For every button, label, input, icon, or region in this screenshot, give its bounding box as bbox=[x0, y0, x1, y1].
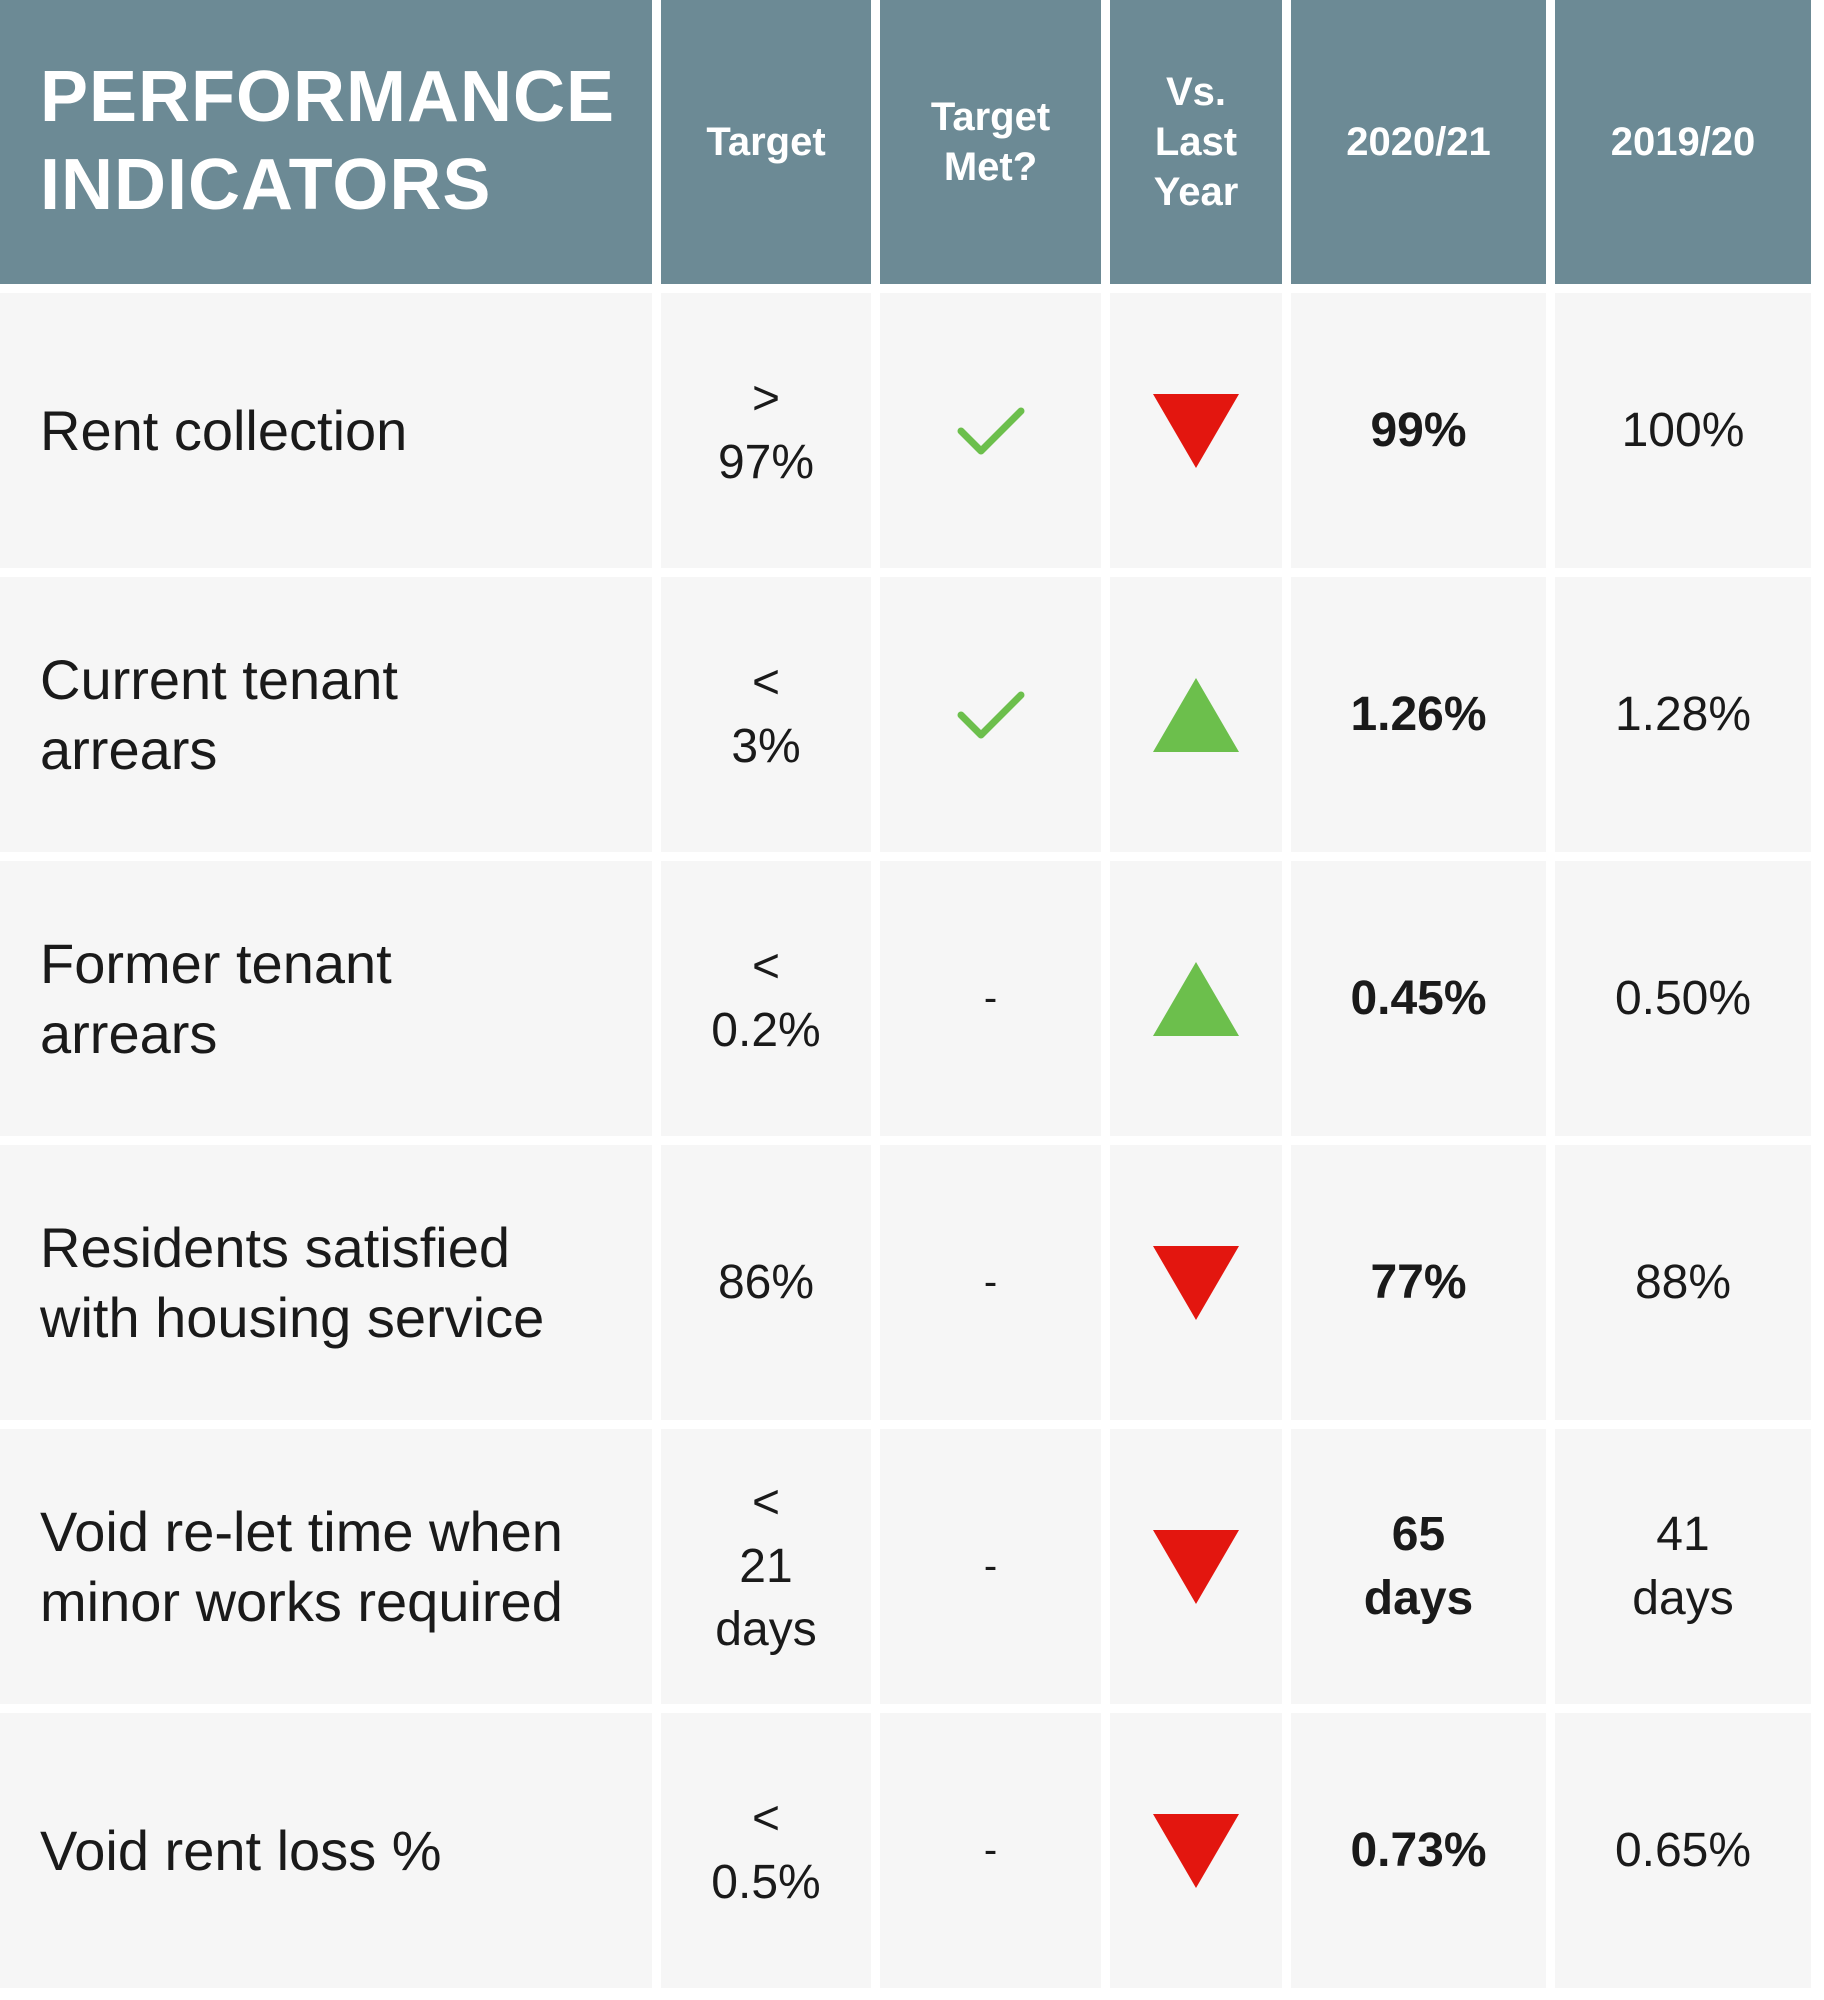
target-met-cell: - bbox=[880, 1713, 1101, 1988]
header-current-year: 2020/21 bbox=[1291, 0, 1546, 284]
current-year-value: 77% bbox=[1291, 1145, 1546, 1420]
down-triangle-icon bbox=[1153, 1813, 1239, 1888]
trend-cell bbox=[1110, 1145, 1282, 1420]
indicator-name: Void re-let time when minor works requir… bbox=[0, 1429, 652, 1704]
trend-cell bbox=[1110, 1429, 1282, 1704]
check-icon bbox=[957, 407, 1024, 454]
table-title: PERFORMANCE INDICATORS bbox=[0, 0, 652, 284]
indicator-name: Current tenant arrears bbox=[0, 577, 652, 852]
previous-year-value: 88% bbox=[1555, 1145, 1811, 1420]
header-vs-last-year: Vs. Last Year bbox=[1110, 0, 1282, 284]
current-year-value: 65 days bbox=[1291, 1429, 1546, 1704]
up-triangle-icon bbox=[1153, 677, 1239, 752]
target-met-cell: - bbox=[880, 1429, 1101, 1704]
down-triangle-icon bbox=[1153, 1245, 1239, 1320]
indicator-name: Former tenant arrears bbox=[0, 861, 652, 1136]
target-met-cell bbox=[880, 577, 1101, 852]
check-icon bbox=[957, 691, 1024, 738]
indicator-name: Void rent loss % bbox=[0, 1713, 652, 1988]
previous-year-value: 0.50% bbox=[1555, 861, 1811, 1136]
header-target-met: Target Met? bbox=[880, 0, 1101, 284]
target-met-cell bbox=[880, 293, 1101, 568]
current-year-value: 0.45% bbox=[1291, 861, 1546, 1136]
down-triangle-icon bbox=[1153, 393, 1239, 468]
target-value: > 97% bbox=[661, 293, 871, 568]
previous-year-value: 1.28% bbox=[1555, 577, 1811, 852]
previous-year-value: 100% bbox=[1555, 293, 1811, 568]
target-met-cell: - bbox=[880, 1145, 1101, 1420]
up-triangle-icon bbox=[1153, 961, 1239, 1036]
target-met-cell: - bbox=[880, 861, 1101, 1136]
header-previous-year: 2019/20 bbox=[1555, 0, 1811, 284]
target-value: < 0.2% bbox=[661, 861, 871, 1136]
current-year-value: 99% bbox=[1291, 293, 1546, 568]
trend-cell bbox=[1110, 861, 1282, 1136]
current-year-value: 1.26% bbox=[1291, 577, 1546, 852]
trend-cell bbox=[1110, 293, 1282, 568]
down-triangle-icon bbox=[1153, 1529, 1239, 1604]
previous-year-value: 0.65% bbox=[1555, 1713, 1811, 1988]
trend-cell bbox=[1110, 577, 1282, 852]
target-value: < 3% bbox=[661, 577, 871, 852]
target-value: < 0.5% bbox=[661, 1713, 871, 1988]
target-value: < 21 days bbox=[661, 1429, 871, 1704]
header-target: Target bbox=[661, 0, 871, 284]
previous-year-value: 41 days bbox=[1555, 1429, 1811, 1704]
trend-cell bbox=[1110, 1713, 1282, 1988]
indicator-name: Residents satisfied with housing service bbox=[0, 1145, 652, 1420]
indicator-name: Rent collection bbox=[0, 293, 652, 568]
current-year-value: 0.73% bbox=[1291, 1713, 1546, 1988]
target-value: 86% bbox=[661, 1145, 871, 1420]
